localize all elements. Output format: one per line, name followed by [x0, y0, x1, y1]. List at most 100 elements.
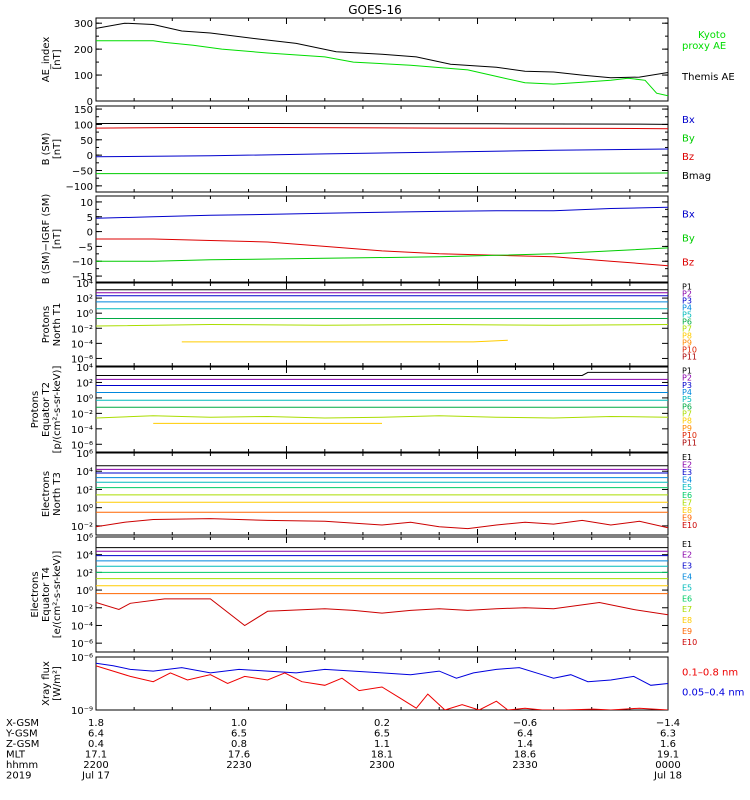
y-tick-label: 0 [87, 151, 93, 162]
x-row-value: −0.6 [513, 718, 537, 729]
series-line [96, 40, 668, 97]
legend-label: P2 [682, 374, 692, 383]
legend-label: Bx [682, 210, 695, 221]
legend-label: E1 [682, 540, 692, 549]
y-axis-label: North T3 [52, 472, 63, 516]
x-row-value: 1.0 [231, 718, 247, 729]
y-tick-label: 10⁴ [76, 279, 93, 290]
series-line [96, 598, 668, 627]
legend-label: P8 [682, 417, 692, 426]
y-axis-label: [nT] [52, 139, 63, 159]
x-row-label: X-GSM [6, 718, 39, 729]
legend-label: E8 [682, 506, 692, 515]
legend-label: Bmag [682, 171, 711, 182]
legend-label: 0.05–0.4 nm [682, 688, 744, 699]
legend-label: P6 [682, 402, 692, 411]
y-tick-label: 100 [74, 120, 93, 131]
x-row-label: 2019 [6, 771, 31, 782]
legend-label: E2 [682, 551, 692, 560]
panel-bsm: 150 100 50 0 −50 −100 B (SM) [nT] Bx By Bz Bmag [41, 105, 711, 193]
x-row-value: Jul 18 [653, 771, 682, 782]
legend-label: E7 [682, 498, 692, 507]
y-axis-label: [e/(cm²-s-sr-keV)] [52, 551, 63, 639]
legend-label: P5 [682, 395, 692, 404]
panel-frame [95, 195, 669, 283]
y-tick-label: 10⁻⁶ [71, 653, 93, 664]
legend-label: P11 [682, 438, 697, 447]
y-tick-label: 10⁻⁴ [71, 621, 93, 632]
y-tick-label: 10⁻⁶ [71, 440, 93, 451]
y-axis-label: [p/(cm²-s-sr-keV)] [52, 366, 63, 454]
y-tick-label: 0 [87, 97, 93, 108]
x-row-value: 2230 [226, 760, 251, 771]
y-axis-label: Protons [41, 306, 52, 343]
series-line [96, 662, 668, 686]
series-line [96, 247, 668, 262]
legend-label: Bz [682, 152, 694, 163]
series-line [96, 518, 668, 530]
panel-frame [95, 105, 669, 193]
x-row-value: 17.1 [85, 750, 107, 761]
legend-label: By [682, 233, 695, 244]
x-row-value: 0.8 [231, 739, 247, 750]
legend-label: E1 [682, 453, 692, 462]
x-row-value: Jul 17 [81, 771, 110, 782]
y-tick-label: 10² [76, 378, 93, 389]
x-row-value: 1.4 [517, 739, 533, 750]
y-tick-label: 200 [74, 45, 93, 56]
y-tick-label: 10⁰ [76, 586, 93, 597]
legend-label: P9 [682, 424, 692, 433]
legend-label: P4 [682, 388, 692, 397]
y-tick-label: 10⁻² [71, 604, 93, 615]
panel-protons_t2: 10⁴ 10² 10⁰ 10⁻² 10⁻⁴ 10⁻⁶ Protons Equator T2 [p… [30, 363, 697, 453]
y-tick-label: 10⁴ [76, 467, 93, 478]
panel-xray: 10⁻⁶ 10⁻⁹ Xray flux [W/m²] 0.1–0.8 nm 0.05–0.… [41, 653, 744, 717]
x-row-value: 2300 [369, 760, 394, 771]
legend-label: E9 [682, 627, 692, 636]
x-row-value: 2330 [512, 760, 537, 771]
y-axis-label: AE_index [41, 37, 52, 83]
series-line [96, 127, 668, 130]
legend-label: P2 [682, 289, 692, 298]
y-axis-label: [W/m²] [52, 666, 63, 701]
series-line [96, 415, 668, 419]
y-tick-label: 150 [74, 105, 93, 116]
legend-label: P6 [682, 317, 692, 326]
legend-label: E7 [682, 605, 692, 614]
y-tick-label: 300 [74, 19, 93, 30]
legend-label: P3 [682, 296, 692, 305]
panel-frame [95, 17, 669, 102]
legend-label: E3 [682, 468, 692, 477]
x-row-value: 0.2 [374, 718, 390, 729]
legend-label: P8 [682, 331, 692, 340]
x-row-value: 0.4 [88, 739, 104, 750]
x-row-label: MLT [6, 750, 26, 761]
y-tick-label: 100 [74, 71, 93, 82]
legend-label: P5 [682, 310, 692, 319]
panel-frame [95, 656, 669, 711]
y-axis-label: B (SM)−IGRF (SM) [41, 194, 52, 285]
y-tick-label: 10⁶ [76, 449, 93, 460]
y-tick-label: 10² [76, 568, 93, 579]
y-axis-label: Protons [30, 391, 41, 428]
legend-label: P10 [682, 345, 697, 354]
legend-label: P1 [682, 366, 692, 375]
x-row-value: 1.1 [374, 739, 390, 750]
y-tick-label: 10⁴ [76, 363, 93, 374]
y-tick-label: 10² [76, 485, 93, 496]
x-axis-table: X-GSM 1.8 1.0 0.2 −0.6 −1.4 Y-GSM 6.4 6.5 6.5 6.4 6… [5, 718, 682, 782]
series-line [96, 238, 668, 267]
plot-title: GOES-16 [348, 3, 402, 17]
legend-label: P11 [682, 352, 697, 361]
y-tick-label: 10⁻⁴ [71, 339, 93, 350]
panel-bigrf: 10 5 0 −5 −10 −15 B (SM)−IGRF (SM) [nT] Bx By Bz [41, 194, 695, 285]
y-tick-label: −10 [72, 257, 93, 268]
legend-label: P3 [682, 381, 692, 390]
x-row-value: 18.6 [514, 750, 536, 761]
y-axis-label: Electrons [41, 471, 52, 517]
